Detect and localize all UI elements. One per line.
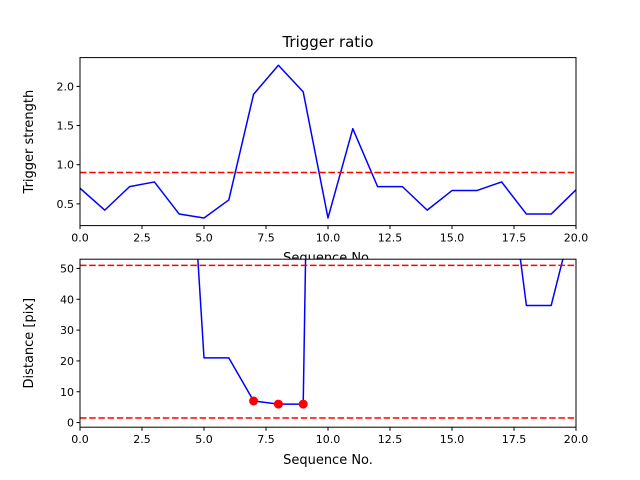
marker-dot (249, 396, 259, 406)
x-tick-label: 15.0 (440, 232, 465, 245)
x-tick-label: 17.5 (502, 232, 527, 245)
marker-dot (298, 399, 308, 409)
x-tick-label: 2.5 (133, 433, 151, 446)
y-tick-label: 40 (60, 293, 74, 306)
y-tick-label: 1.5 (57, 120, 75, 133)
y-tick-label: 0.5 (57, 198, 75, 211)
x-tick-label: 17.5 (502, 433, 527, 446)
x-tick-label: 15.0 (440, 433, 465, 446)
top-yaxis-label: Trigger strength (22, 90, 37, 195)
x-tick-label: 0.0 (71, 232, 89, 245)
y-tick-label: 30 (60, 324, 74, 337)
x-tick-label: 10.0 (316, 232, 341, 245)
x-tick-label: 7.5 (257, 433, 275, 446)
y-tick-label: 0 (67, 417, 74, 430)
y-tick-label: 50 (60, 262, 74, 275)
x-tick-label: 0.0 (71, 433, 89, 446)
trigger-strength-line (80, 64, 576, 219)
x-tick-label: 20.0 (564, 232, 589, 245)
bottom-yaxis-label: Distance [pix] (22, 298, 37, 389)
top-chart-title: Trigger ratio (281, 33, 373, 51)
y-tick-label: 10 (60, 386, 74, 399)
marker-dot (273, 399, 283, 409)
x-tick-label: 5.0 (195, 232, 213, 245)
y-tick-label: 20 (60, 355, 74, 368)
x-tick-label: 12.5 (378, 433, 403, 446)
axes-background (80, 57, 576, 226)
top-subplot: 0.0 2.5 5.0 7.5 10.0 12.5 15.0 17.5 20.0 0.5 1.0 1.… (57, 57, 589, 245)
x-tick-label: 7.5 (257, 232, 275, 245)
x-tick-label: 2.5 (133, 232, 151, 245)
y-tick-label: 1.0 (57, 159, 75, 172)
axes-background (80, 259, 576, 428)
x-tick-label: 12.5 (378, 232, 403, 245)
bottom-xaxis-label: Sequence No. (283, 453, 373, 468)
bottom-subplot: 0.0 2.5 5.0 7.5 10.0 12.5 15.0 17.5 20.0 0 10 20 30 4… (60, 258, 589, 446)
x-tick-label: 20.0 (564, 433, 589, 446)
x-tick-label: 5.0 (195, 433, 213, 446)
y-tick-label: 2.0 (57, 80, 75, 93)
x-tick-label: 10.0 (316, 433, 341, 446)
